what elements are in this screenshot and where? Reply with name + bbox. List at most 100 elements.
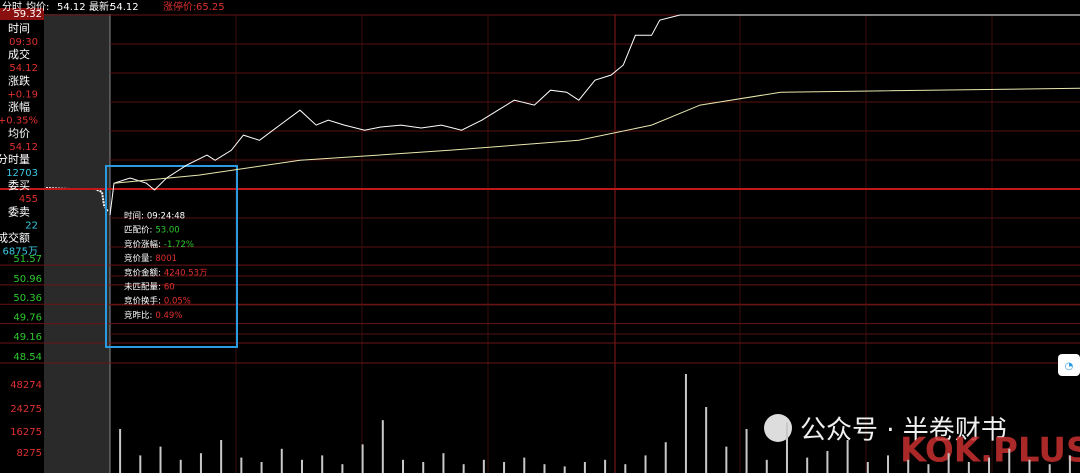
volume-bar	[806, 457, 809, 473]
volume-bar	[604, 459, 607, 473]
price-line	[113, 87, 1080, 184]
avg-label: 均价:	[26, 1, 49, 13]
tooltip-box	[105, 165, 238, 348]
watermark-account: 公众号 · 半卷财书	[800, 416, 1007, 446]
volume-bar	[644, 455, 647, 473]
sidebar-value: +0.35%	[0, 116, 38, 127]
auction-trace	[45, 187, 109, 213]
sidebar-value: +0.19	[7, 89, 38, 100]
volume-bar	[988, 457, 991, 473]
y-tick-label: 51.57	[13, 254, 42, 265]
y-tick-label: 50.36	[13, 293, 42, 304]
side-icon-glyph[interactable]: ◔	[1065, 361, 1074, 372]
volume-bar	[381, 420, 384, 473]
last-label: 最新:	[89, 0, 112, 13]
volume-label: 24275	[10, 404, 42, 415]
tooltip-label: 竞价金额:	[124, 267, 161, 278]
volume-bar	[361, 444, 364, 473]
volume-bar	[785, 422, 788, 473]
tooltip-value: 8001	[155, 254, 177, 264]
volume-bar	[745, 429, 748, 473]
tooltip-value: -1.72%	[164, 240, 194, 250]
tooltip-value: 53.00	[155, 226, 179, 236]
tooltip-value: 60	[164, 283, 175, 293]
volume-bar	[503, 462, 506, 473]
volume-label: 16275	[10, 427, 42, 438]
volume-bar	[664, 442, 667, 473]
volume-bar	[523, 457, 526, 473]
y-tick-label: 59.32	[13, 9, 42, 20]
tooltip-label: 竞价涨幅:	[124, 239, 161, 250]
tooltip-value: 4240.53万	[164, 268, 208, 278]
volume-bar	[725, 446, 728, 473]
y-tick-label: 48.54	[13, 352, 42, 363]
volume-bar	[280, 448, 283, 473]
sidebar-value: 09:30	[9, 37, 38, 48]
y-tick-label: 49.76	[13, 313, 42, 324]
sidebar-label: 涨幅	[8, 101, 30, 114]
volume-bar	[240, 457, 243, 473]
sidebar-value: 6875万	[3, 247, 38, 258]
volume-bar	[402, 459, 405, 473]
sidebar-label: 时间	[8, 22, 30, 35]
volume-bar	[563, 466, 566, 473]
limit-label: 涨停价:	[163, 0, 196, 13]
volume-bar	[866, 462, 869, 473]
tick-bg	[0, 8, 44, 20]
price-line	[109, 14, 1080, 216]
volume-label: 8275	[17, 448, 42, 459]
tooltip-value: 0.49%	[155, 311, 182, 321]
sidebar-label: 分时量	[0, 153, 30, 166]
volume-bar	[442, 453, 445, 473]
volume-bar	[624, 464, 627, 473]
volume-bar	[462, 464, 465, 473]
volume-bar	[1048, 464, 1051, 473]
volume-bar	[199, 453, 202, 473]
sidebar-value: 12703	[6, 168, 38, 179]
sidebar-label: 均价	[8, 127, 30, 140]
y-tick-label: 49.16	[13, 332, 42, 343]
volume-bar	[139, 455, 142, 473]
sidebar-label: 成交额	[0, 231, 30, 245]
wechat-icon	[764, 414, 792, 442]
volume-bar	[967, 462, 970, 473]
tooltip-value: 09:24:48	[147, 212, 185, 222]
limit-value: 65.25	[196, 2, 225, 13]
sidebar-value: 22	[25, 220, 38, 231]
volume-bar	[765, 459, 768, 473]
header: 分时 均价: 54.12 最新: 54.12 涨停价: 65.25	[2, 0, 225, 13]
volume-bar	[705, 407, 708, 473]
tooltip-label: 未匹配量:	[124, 282, 161, 293]
sidebar-value: 54.12	[9, 63, 38, 74]
avg-value: 54.12	[57, 2, 86, 13]
volume-bar	[159, 446, 162, 473]
volume-bar	[583, 462, 586, 473]
sidebar-label: 成交	[8, 47, 30, 61]
tooltip-label: 时间:	[124, 211, 144, 222]
volume-bar	[321, 455, 324, 473]
side-icon[interactable]	[1058, 354, 1080, 376]
volume-bar	[826, 451, 829, 473]
y-tick-label: 50.96	[13, 274, 42, 285]
volume-bar	[907, 459, 910, 473]
sidebar-label: 涨跌	[8, 73, 30, 87]
header-label: 分时	[2, 1, 22, 13]
sidebar-label: 委卖	[8, 205, 30, 218]
volume-bar	[846, 440, 849, 473]
last-value: 54.12	[110, 2, 139, 13]
sidebar-value: 455	[19, 194, 38, 205]
volume-label: 48274	[10, 380, 42, 391]
volume-bar	[947, 453, 950, 473]
pre-market-area	[44, 14, 110, 473]
tooltip-label: 竞昨比:	[124, 310, 152, 321]
tooltip-value: 0.05%	[164, 297, 191, 307]
volume-bar	[927, 464, 930, 473]
volume-bar	[422, 462, 425, 473]
volume-bar	[260, 462, 263, 473]
volume-bar	[543, 464, 546, 473]
volume-bar	[220, 440, 223, 473]
sidebar-value: 54.12	[9, 142, 38, 153]
tooltip-label: 匹配价:	[124, 226, 152, 236]
volume-bar	[1028, 459, 1031, 473]
